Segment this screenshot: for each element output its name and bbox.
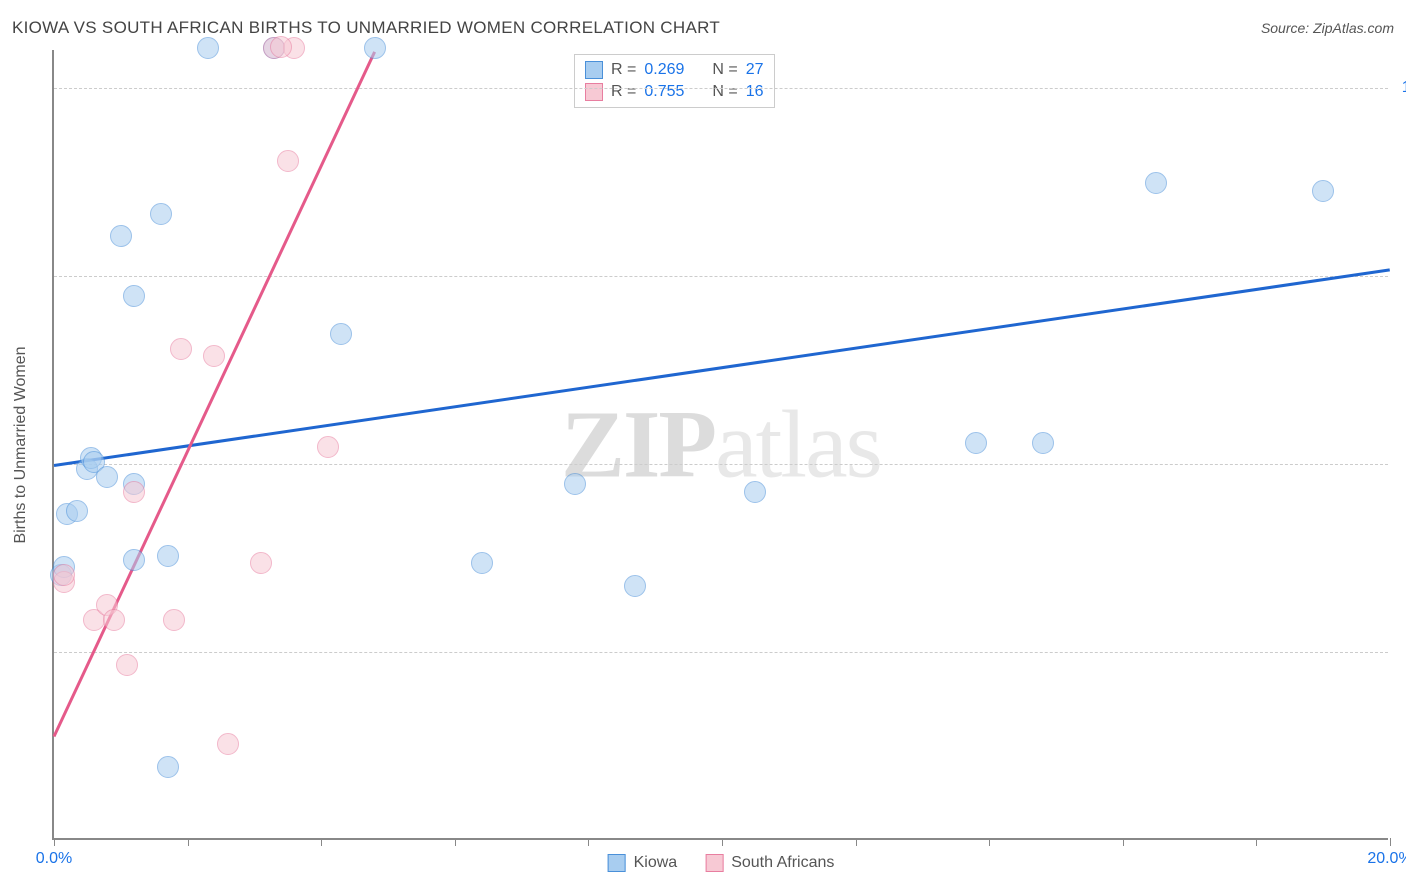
scatter-point [317, 436, 339, 458]
scatter-point [965, 432, 987, 454]
gridline [54, 652, 1388, 653]
legend-label-sa: South Africans [731, 854, 834, 872]
legend-item-kiowa: Kiowa [608, 854, 678, 872]
scatter-point [203, 345, 225, 367]
scatter-point [123, 549, 145, 571]
r-label-1: R = [611, 83, 636, 101]
x-tick [856, 838, 857, 846]
source-label: Source: ZipAtlas.com [1261, 20, 1394, 36]
n-label-1: N = [712, 83, 737, 101]
scatter-point [330, 323, 352, 345]
y-tick-label: 25.0% [1396, 643, 1406, 661]
x-tick [455, 838, 456, 846]
n-value-1: 16 [746, 83, 764, 101]
scatter-point [277, 150, 299, 172]
scatter-point [1312, 180, 1334, 202]
x-tick [188, 838, 189, 846]
x-tick [989, 838, 990, 846]
scatter-point [157, 756, 179, 778]
watermark-light: atlas [715, 391, 881, 498]
y-tick-label: 50.0% [1396, 455, 1406, 473]
scatter-point [564, 473, 586, 495]
x-tick-label: 0.0% [36, 850, 72, 868]
scatter-point [163, 609, 185, 631]
r-value-1: 0.755 [644, 83, 684, 101]
r-value-0: 0.269 [644, 61, 684, 79]
stats-row-sa: R = 0.755 N = 16 [585, 81, 764, 103]
x-tick [588, 838, 589, 846]
y-tick-label: 75.0% [1396, 267, 1406, 285]
plot-area: ZIPatlas R = 0.269 N = 27 R = 0.755 N = … [52, 50, 1388, 840]
legend-label-kiowa: Kiowa [634, 854, 678, 872]
scatter-point [110, 225, 132, 247]
scatter-point [471, 552, 493, 574]
gridline [54, 464, 1388, 465]
scatter-point [1145, 172, 1167, 194]
watermark: ZIPatlas [561, 389, 881, 500]
scatter-point [217, 733, 239, 755]
scatter-point [53, 564, 75, 586]
scatter-point [66, 500, 88, 522]
trendline [53, 51, 376, 737]
scatter-point [624, 575, 646, 597]
scatter-point [170, 338, 192, 360]
scatter-point [270, 36, 292, 58]
scatter-point [123, 285, 145, 307]
scatter-point [744, 481, 766, 503]
x-tick-label: 20.0% [1367, 850, 1406, 868]
y-tick-label: 100.0% [1396, 79, 1406, 97]
legend-item-sa: South Africans [705, 854, 834, 872]
trendline [54, 268, 1390, 467]
legend-swatch-sa [705, 854, 723, 872]
gridline [54, 276, 1388, 277]
x-tick [1123, 838, 1124, 846]
scatter-point [96, 466, 118, 488]
n-value-0: 27 [746, 61, 764, 79]
x-tick [1390, 838, 1391, 846]
legend-swatch-kiowa [608, 854, 626, 872]
stats-legend: R = 0.269 N = 27 R = 0.755 N = 16 [574, 54, 775, 108]
scatter-point [250, 552, 272, 574]
stats-row-kiowa: R = 0.269 N = 27 [585, 59, 764, 81]
scatter-point [157, 545, 179, 567]
y-axis-label: Births to Unmarried Women [12, 346, 30, 543]
swatch-sa [585, 83, 603, 101]
x-tick [321, 838, 322, 846]
chart-header: KIOWA VS SOUTH AFRICAN BIRTHS TO UNMARRI… [12, 18, 1394, 38]
x-tick [1256, 838, 1257, 846]
scatter-point [150, 203, 172, 225]
n-label-0: N = [712, 61, 737, 79]
bottom-legend: Kiowa South Africans [608, 854, 835, 872]
scatter-point [116, 654, 138, 676]
scatter-point [123, 481, 145, 503]
scatter-point [197, 37, 219, 59]
swatch-kiowa [585, 61, 603, 79]
scatter-point [103, 609, 125, 631]
gridline [54, 88, 1388, 89]
x-tick [54, 838, 55, 846]
scatter-point [1032, 432, 1054, 454]
r-label-0: R = [611, 61, 636, 79]
scatter-point [364, 37, 386, 59]
x-tick [722, 838, 723, 846]
chart-title: KIOWA VS SOUTH AFRICAN BIRTHS TO UNMARRI… [12, 18, 720, 38]
